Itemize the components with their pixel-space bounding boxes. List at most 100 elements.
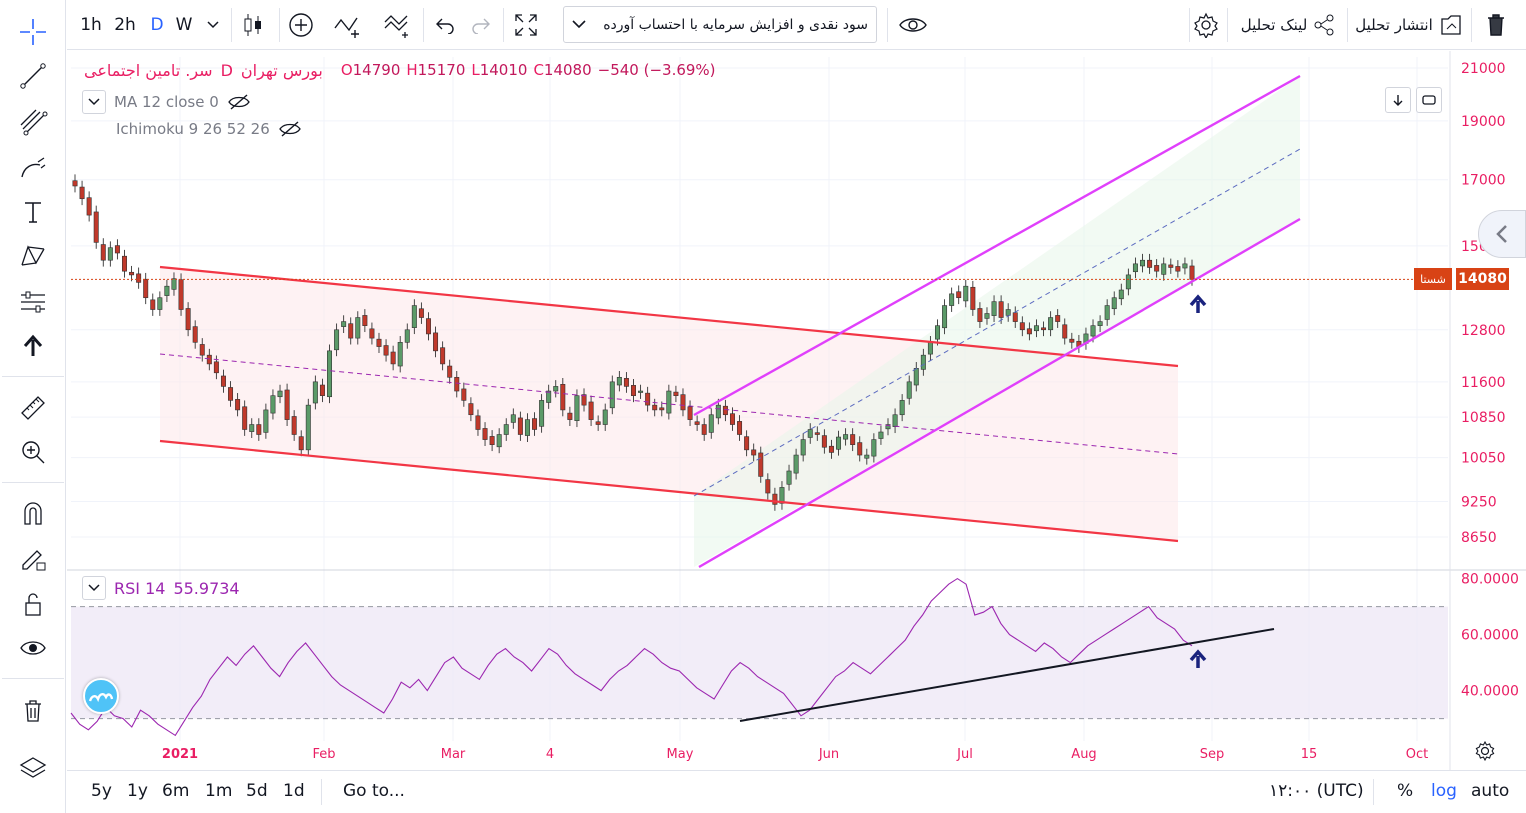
ma-label[interactable]: MA 12 close 0 [114, 93, 219, 111]
rsi-arrow-icon [1189, 649, 1207, 668]
undo-icon[interactable] [429, 0, 461, 50]
share-link-button[interactable]: لینک تحلیل [1235, 0, 1341, 50]
bottom-toolbar: 5y 1y 6m 1m 5d 1d Go to... ۱۲:۰۰ (UTC) %… [67, 770, 1526, 813]
candle-body [800, 439, 806, 456]
share-link-label: لینک تحلیل [1240, 16, 1308, 34]
candle-body [991, 301, 997, 316]
candle-body [581, 394, 587, 406]
brand-logo-icon[interactable] [83, 678, 119, 714]
chart-svg: 2100019000170001500012800116001085010050… [67, 51, 1526, 770]
time-axis-tick: Oct [1406, 747, 1428, 762]
dividend-adjust-select[interactable]: سود نقدی و افزایش سرمایه با احتساب آورده [563, 6, 877, 43]
crosshair-icon[interactable] [13, 14, 53, 50]
range-6m[interactable]: 6m [162, 781, 190, 801]
candle-body [1048, 317, 1054, 331]
indicators-icon[interactable] [331, 0, 365, 50]
text-tool-icon[interactable] [13, 194, 53, 230]
maximize-pane-icon[interactable] [1416, 87, 1442, 113]
hidden-eye-icon[interactable] [278, 120, 302, 138]
candle-body [171, 278, 177, 290]
range-5y[interactable]: 5y [91, 781, 112, 801]
candle-body [1026, 328, 1032, 335]
rsi-label[interactable]: RSI 14 [114, 578, 166, 598]
rsi-axis-tick: 40.0000 [1461, 684, 1519, 700]
redo-icon[interactable] [465, 0, 497, 50]
candle-body [277, 390, 283, 398]
time-axis-tick: 2021 [162, 747, 198, 762]
trend-line-icon[interactable] [13, 58, 53, 94]
publish-idea-button[interactable]: انتشار تحلیل [1353, 0, 1465, 50]
range-5d[interactable]: 5d [246, 781, 268, 801]
eye-icon[interactable] [893, 0, 933, 50]
candle-body [1041, 327, 1047, 331]
layers-icon[interactable] [13, 750, 53, 786]
candle-body [348, 323, 354, 339]
brush-icon[interactable] [13, 150, 53, 186]
interval-1h[interactable]: 1h [80, 15, 102, 35]
settings-gear-icon[interactable] [1191, 0, 1221, 50]
arrow-down-icon[interactable] [1385, 87, 1411, 113]
interval-2h[interactable]: 2h [114, 15, 136, 35]
zoom-in-icon[interactable] [13, 434, 53, 470]
candle-body [638, 390, 644, 393]
pattern-tool-icon[interactable] [13, 238, 53, 274]
goto-date-button[interactable]: Go to... [343, 781, 405, 801]
interval-w[interactable]: W [175, 15, 193, 35]
candle-body [807, 429, 813, 438]
chart-area[interactable]: 2100019000170001500012800116001085010050… [67, 51, 1526, 770]
prediction-tool-icon[interactable] [13, 284, 53, 320]
fullscreen-icon[interactable] [509, 0, 543, 50]
collapse-chevron-icon[interactable] [82, 576, 106, 600]
timescale-settings-gear-icon[interactable] [1474, 740, 1496, 766]
ruler-icon[interactable] [13, 388, 53, 424]
candle-body [1132, 263, 1138, 273]
down-channel-lower [159, 439, 1179, 543]
candle-body [425, 318, 431, 335]
candle-body [892, 414, 898, 427]
range-1d[interactable]: 1d [283, 781, 305, 801]
chevron-down-icon[interactable] [203, 0, 223, 50]
trash-icon[interactable] [13, 692, 53, 728]
percent-scale-toggle[interactable]: % [1397, 781, 1414, 801]
rsi-line [70, 577, 1193, 737]
add-indicator-icon[interactable] [285, 0, 317, 50]
range-1y[interactable]: 1y [127, 781, 148, 801]
unlock-icon[interactable] [13, 586, 53, 622]
candle-body [355, 317, 361, 339]
templates-icon[interactable] [381, 0, 415, 50]
candle-body [920, 354, 926, 370]
lock-drawings-pen-icon[interactable] [13, 540, 53, 576]
candle-body [680, 394, 686, 411]
ichimoku-label[interactable]: Ichimoku 9 26 52 26 [116, 120, 270, 138]
candle-body [185, 308, 191, 331]
open-label: O [340, 61, 353, 79]
candle-body [284, 389, 290, 420]
log-scale-toggle[interactable]: log [1431, 781, 1457, 801]
fib-tool-icon[interactable] [13, 104, 53, 140]
interval-d[interactable]: D [150, 15, 164, 35]
candle-body [1182, 263, 1188, 269]
eye-icon[interactable] [13, 630, 53, 666]
candle-body [213, 361, 219, 374]
range-1m[interactable]: 1m [205, 781, 233, 801]
price-axis-tick: 12800 [1461, 323, 1506, 339]
candle-body [1118, 289, 1124, 300]
candle-body [270, 395, 276, 414]
candle-body [404, 329, 410, 343]
time-axis-tick: May [667, 747, 694, 762]
timezone-button[interactable]: ۱۲:۰۰ (UTC) [1269, 781, 1364, 801]
symbol-name[interactable]: سر. تامین اجتماعی [84, 60, 213, 80]
magnet-icon[interactable] [13, 495, 53, 531]
remove-trash-icon[interactable] [1479, 0, 1513, 50]
collapse-panel-chevron-icon[interactable] [1478, 210, 1526, 258]
hidden-eye-icon[interactable] [227, 93, 251, 111]
collapse-chevron-icon[interactable] [82, 90, 106, 114]
candle-body [906, 381, 912, 399]
time-axis-tick: 15 [1301, 747, 1318, 762]
candle-body [1097, 321, 1103, 326]
candle-body [616, 376, 622, 386]
time-axis-tick: 4 [546, 747, 554, 762]
candles-style-icon[interactable] [237, 0, 269, 50]
auto-scale-toggle[interactable]: auto [1471, 781, 1510, 801]
arrow-up-icon[interactable] [13, 328, 53, 364]
